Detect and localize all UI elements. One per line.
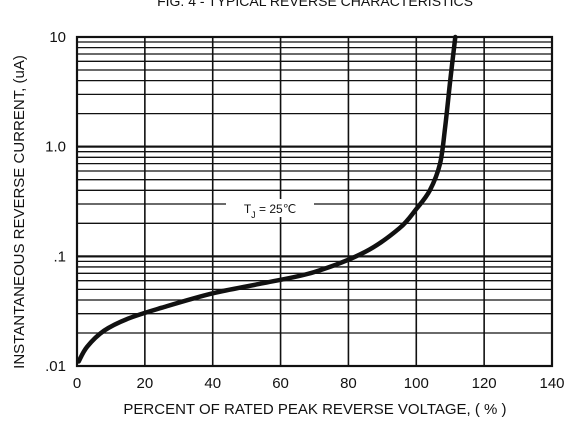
x-axis-label: PERCENT OF RATED PEAK REVERSE VOLTAGE, (… [123, 401, 506, 418]
x-tick-label: 40 [204, 375, 221, 392]
tick-labels: 0 20 40 60 80 100 120 140 .01 .1 1.0 10 [45, 29, 564, 392]
y-tick-label: .1 [53, 248, 66, 265]
plot-frame [75, 35, 554, 368]
grid-lines [75, 35, 554, 368]
y-tick-label: 10 [49, 29, 66, 46]
chart-title: FIG. 4 - TYPICAL REVERSE CHARACTERISTICS [157, 0, 473, 9]
x-tick-label: 120 [472, 375, 497, 392]
y-axis-label: INSTANTANEOUS REVERSE CURRENT, (uA) [11, 55, 28, 369]
x-tick-label: 80 [340, 375, 357, 392]
y-tick-label: 1.0 [45, 139, 66, 156]
reverse-current-curve [76, 34, 458, 364]
x-tick-label: 0 [73, 375, 81, 392]
x-tick-label: 140 [539, 375, 564, 392]
y-tick-label: .01 [45, 358, 66, 375]
x-tick-label: 100 [404, 375, 429, 392]
data-series [76, 34, 458, 364]
x-tick-label: 20 [137, 375, 154, 392]
tj-annotation: TJ = 25℃ [244, 202, 296, 220]
x-tick-label: 60 [272, 375, 289, 392]
annotation-group: TJ = 25℃ [226, 199, 314, 220]
annotation-background [226, 199, 314, 217]
